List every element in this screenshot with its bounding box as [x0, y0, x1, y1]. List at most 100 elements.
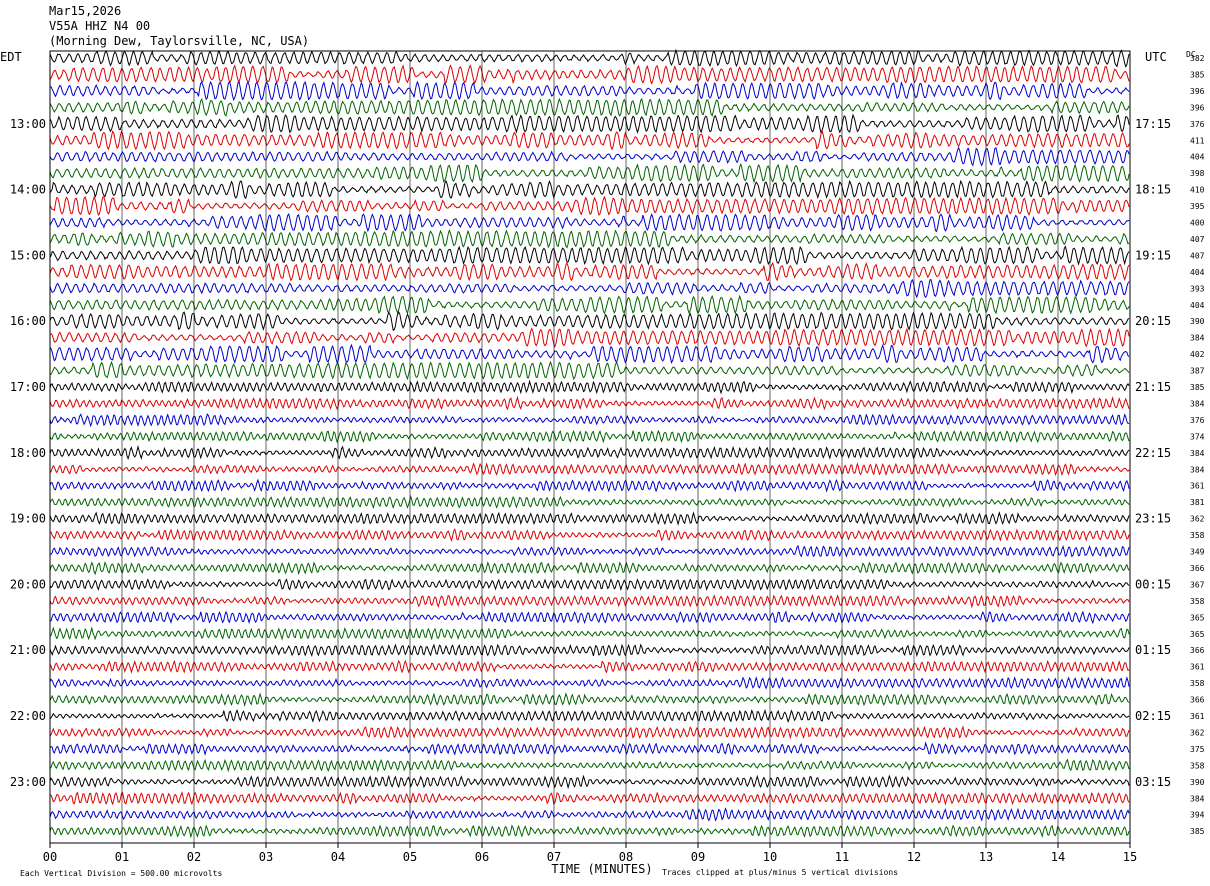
- seismic-trace: [49, 80, 1130, 102]
- dc-offset-label: 358: [1190, 531, 1205, 540]
- edt-hour-label: 21:00: [10, 643, 46, 657]
- utc-hour-label: 20:15: [1135, 314, 1171, 328]
- seismic-trace: [49, 179, 1130, 200]
- seismic-trace: [49, 146, 1130, 167]
- seismic-trace: [49, 113, 1130, 135]
- plot-header: Mar15,2026 V55A HHZ N4 00 (Morning Dew, …: [49, 4, 309, 49]
- x-tick-label: 07: [547, 850, 561, 864]
- seismic-trace: [49, 659, 1130, 674]
- dc-offset-label: 381: [1190, 498, 1205, 507]
- utc-hour-label: 02:15: [1135, 709, 1171, 723]
- dc-offset-label: 361: [1190, 663, 1205, 672]
- location-label: (Morning Dew, Taylorsville, NC, USA): [49, 34, 310, 48]
- dc-offset-label: 390: [1190, 778, 1205, 787]
- x-tick-label: 06: [475, 850, 489, 864]
- seismic-trace: [49, 343, 1130, 365]
- seismic-trace: [49, 162, 1130, 184]
- dc-offset-label: 394: [1190, 811, 1205, 820]
- utc-hour-label: 22:15: [1135, 446, 1171, 460]
- dc-offset-label: 387: [1190, 367, 1205, 376]
- seismic-trace: [49, 429, 1130, 444]
- dc-offset-label: 402: [1190, 350, 1205, 359]
- x-tick-label: 08: [619, 850, 633, 864]
- edt-hour-label: 22:00: [10, 709, 46, 723]
- label-layer: 00 01 02 03 04 05 06 07 08 09 10 11 12 13 14 15 382 385 39…: [0, 50, 1205, 878]
- utc-hour-label: 21:15: [1135, 380, 1171, 394]
- dc-offset-label: 404: [1190, 153, 1205, 162]
- seismic-trace: [49, 48, 1130, 68]
- dc-offset-label: 362: [1190, 728, 1205, 737]
- dc-offset-label: 407: [1190, 235, 1205, 244]
- dc-offset-label: 384: [1190, 449, 1205, 458]
- dc-offset-label: 396: [1190, 103, 1205, 112]
- seismic-trace: [49, 791, 1130, 806]
- x-tick-label: 09: [691, 850, 705, 864]
- dc-offset-label: 385: [1190, 70, 1205, 79]
- seismic-trace: [49, 195, 1130, 217]
- edt-hour-label: 15:00: [10, 248, 46, 262]
- seismic-trace: [49, 824, 1130, 839]
- seismic-trace: [50, 544, 1130, 558]
- dc-offset-label: 362: [1190, 515, 1205, 524]
- dc-offset-label: 393: [1190, 284, 1205, 293]
- dc-offset-label: 400: [1190, 219, 1205, 228]
- seismic-trace: [49, 528, 1130, 542]
- x-tick-label: 11: [835, 850, 849, 864]
- dc-offset-label: 358: [1190, 761, 1205, 770]
- seismic-trace: [49, 444, 1130, 460]
- x-tick-label: 00: [43, 850, 57, 864]
- seismic-trace: [49, 626, 1130, 641]
- seismic-trace: [49, 561, 1130, 576]
- dc-offset-label: 407: [1190, 251, 1205, 260]
- footer-clip-note: Traces clipped at plus/minus 5 vertical …: [662, 868, 898, 877]
- seismic-trace: [49, 594, 1130, 609]
- edt-hour-label: 16:00: [10, 314, 46, 328]
- utc-hour-label: 18:15: [1135, 183, 1171, 197]
- x-tick-label: 15: [1123, 850, 1137, 864]
- dc-offset-label: 404: [1190, 268, 1205, 277]
- seismic-trace: [49, 578, 1130, 592]
- dc-offset-label: 390: [1190, 317, 1205, 326]
- dc-offset-label: 349: [1190, 548, 1205, 557]
- dc-column-label: DC: [1186, 50, 1196, 59]
- station-label: V55A HHZ N4 00: [49, 19, 151, 33]
- edt-hour-label: 17:00: [10, 380, 46, 394]
- seismic-trace: [49, 379, 1130, 395]
- dc-offset-label: 375: [1190, 745, 1205, 754]
- x-tick-label: 05: [403, 850, 417, 864]
- dc-offset-label: 365: [1190, 630, 1205, 639]
- x-tick-label: 02: [187, 850, 201, 864]
- seismic-trace: [49, 395, 1130, 411]
- dc-offset-label: 361: [1190, 712, 1205, 721]
- dc-offset-label: 366: [1190, 646, 1205, 655]
- dc-offset-label: 385: [1190, 827, 1205, 836]
- seismic-trace: [49, 97, 1130, 117]
- dc-offset-label: 396: [1190, 87, 1205, 96]
- edt-hour-label: 23:00: [10, 775, 46, 789]
- dc-offset-label: 410: [1190, 186, 1205, 195]
- seismic-trace: [49, 413, 1130, 428]
- x-tick-label: 12: [907, 850, 921, 864]
- seismic-trace: [49, 129, 1130, 151]
- x-tick-label: 01: [115, 850, 129, 864]
- edt-hour-label: 18:00: [10, 446, 46, 460]
- seismic-trace: [49, 807, 1130, 822]
- x-tick-label: 13: [979, 850, 993, 864]
- dc-offset-label: 376: [1190, 416, 1205, 425]
- utc-hour-label: 23:15: [1135, 512, 1171, 526]
- dc-offset-label: 411: [1190, 136, 1205, 145]
- grid-layer: [49, 50, 1131, 848]
- edt-hour-label: 14:00: [10, 183, 46, 197]
- seismic-trace: [49, 327, 1130, 349]
- dc-offset-label: 398: [1190, 169, 1205, 178]
- seismic-trace: [49, 245, 1130, 266]
- seismic-trace: [49, 610, 1130, 625]
- x-tick-label: 10: [763, 850, 777, 864]
- seismic-trace: [49, 511, 1130, 526]
- seismic-trace: [49, 725, 1130, 740]
- dc-offset-label: 358: [1190, 679, 1205, 688]
- dc-offset-label: 404: [1190, 301, 1205, 310]
- dc-offset-label: 366: [1190, 696, 1205, 705]
- seismic-trace: [49, 676, 1130, 690]
